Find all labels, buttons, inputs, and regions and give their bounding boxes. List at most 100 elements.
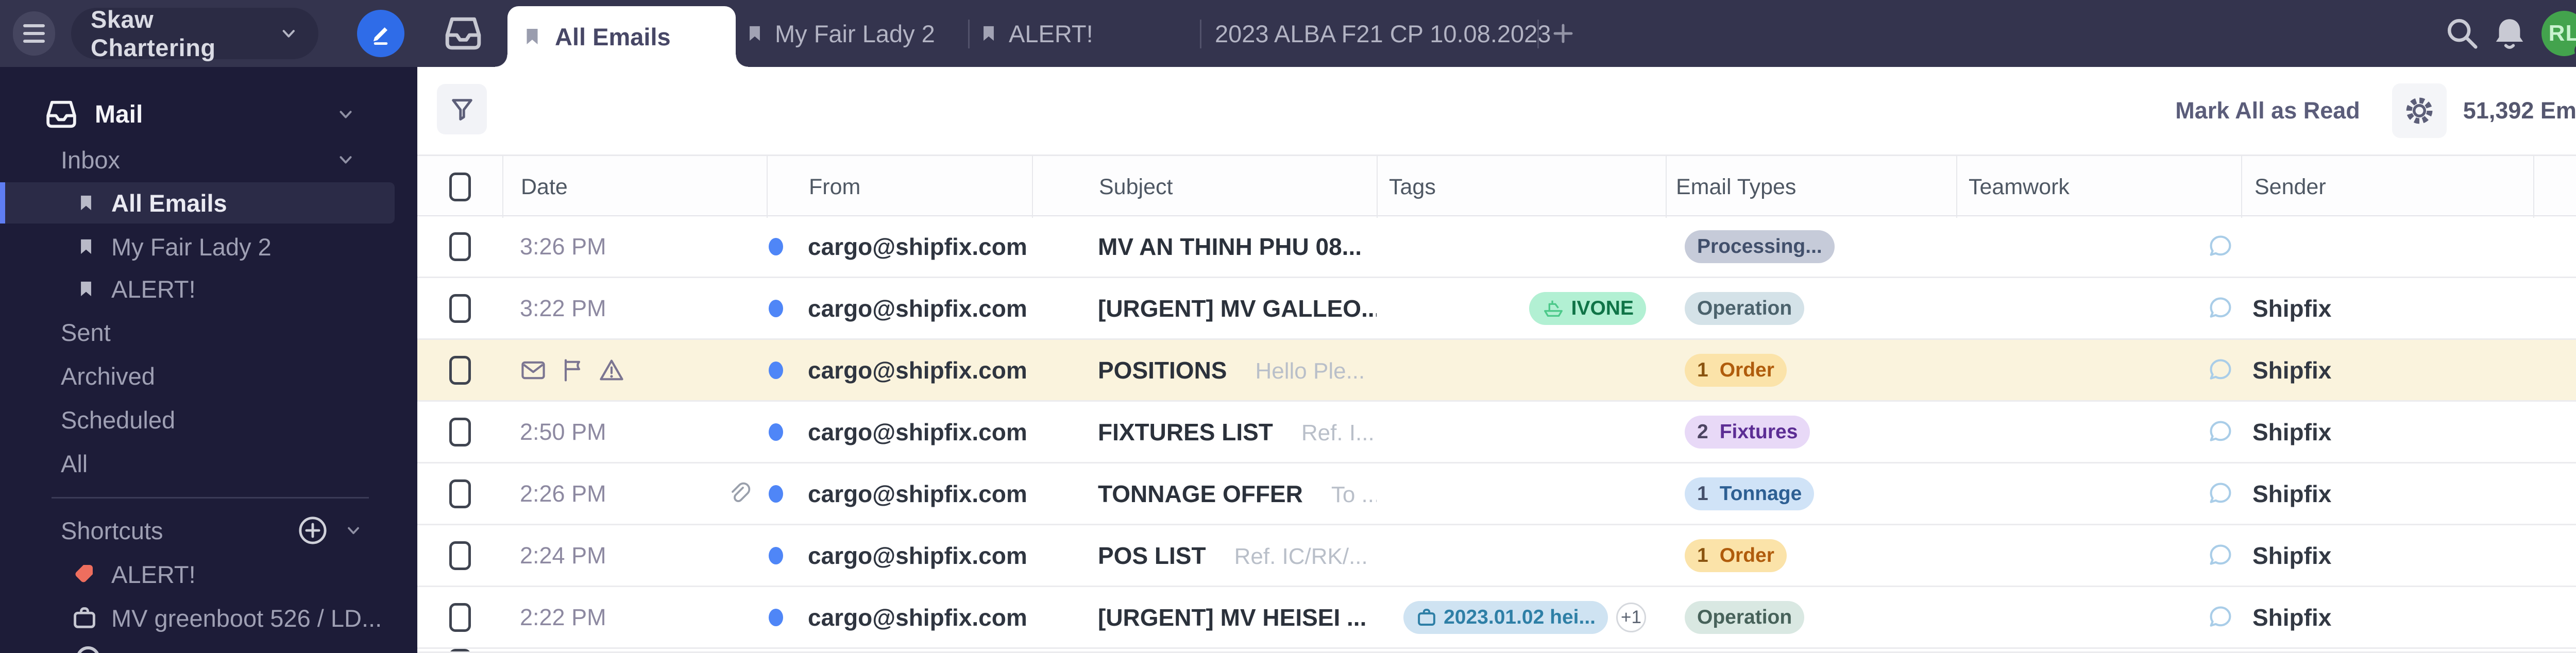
hamburger-menu-icon[interactable] xyxy=(13,11,55,56)
filter-button[interactable] xyxy=(437,84,487,134)
tab-all-emails[interactable]: All Emails xyxy=(495,6,748,67)
pencil-icon xyxy=(367,20,394,47)
email-sender: Shipfix xyxy=(2252,295,2332,322)
sidebar-item-scheduled[interactable]: Scheduled xyxy=(0,398,417,441)
compose-button[interactable] xyxy=(357,10,404,57)
email-row-partial[interactable] xyxy=(417,649,2576,653)
bookmark-icon xyxy=(77,278,95,300)
flag-icon[interactable] xyxy=(559,357,586,384)
email-sender: Shipfix xyxy=(2252,542,2332,569)
sidebar-item-all[interactable]: All xyxy=(0,442,417,485)
chat-bubble-icon[interactable] xyxy=(2207,295,2234,322)
sidebar-item-all-emails[interactable]: All Emails xyxy=(0,181,417,225)
sidebar-section-inbox[interactable]: Inbox xyxy=(0,138,417,181)
email-row[interactable]: 2:22 PM cargo@shipfix.com [URGENT] MV HE… xyxy=(417,587,2576,649)
email-row-highlighted[interactable]: cargo@shipfix.com POSITIONS Hello Ple...… xyxy=(417,340,2576,402)
email-from: cargo@shipfix.com xyxy=(808,356,1027,384)
row-checkbox[interactable] xyxy=(449,355,471,385)
email-type-pill[interactable]: 1 Order xyxy=(1685,353,1787,387)
email-type-pill[interactable]: 1 Order xyxy=(1685,539,1787,572)
tab-my-fair-lady-2[interactable]: My Fair Lady 2 xyxy=(746,0,935,67)
row-checkbox[interactable] xyxy=(449,603,471,632)
row-checkbox[interactable] xyxy=(449,232,471,261)
sidebar-item-sent[interactable]: Sent xyxy=(0,311,417,354)
email-row[interactable]: 3:26 PM cargo@shipfix.com MV AN THINH PH… xyxy=(417,216,2576,278)
column-header-email-types[interactable]: Email Types xyxy=(1666,156,1956,218)
chevron-down-icon[interactable] xyxy=(344,521,363,540)
email-type-pill[interactable]: Processing... xyxy=(1685,230,1835,263)
add-shortcut-icon[interactable] xyxy=(298,515,328,545)
sidebar-item-label: Sent xyxy=(61,318,111,346)
briefcase-icon xyxy=(71,605,98,631)
workspace-switcher[interactable]: Skaw Chartering xyxy=(71,6,318,61)
row-checkbox[interactable] xyxy=(449,417,471,446)
vessel-tag-pill[interactable]: IVONE xyxy=(1529,291,1646,325)
sidebar-item-my-fair-lady-2[interactable]: My Fair Lady 2 xyxy=(0,225,417,268)
email-type-pill[interactable]: Operation xyxy=(1685,291,1805,325)
column-header-date[interactable]: Date xyxy=(502,156,767,218)
chevron-down-icon[interactable] xyxy=(336,150,355,169)
sidebar-item-archived[interactable]: Archived xyxy=(0,354,417,398)
mark-all-as-read-button[interactable]: Mark All as Read xyxy=(2175,97,2360,124)
bell-icon[interactable] xyxy=(2492,15,2528,51)
column-header-from[interactable]: From xyxy=(767,156,1032,218)
chat-bubble-icon[interactable] xyxy=(2207,480,2234,507)
column-header-sender[interactable]: Sender xyxy=(2241,156,2533,218)
avatar-initials: RL xyxy=(2548,21,2576,46)
tab-alert[interactable]: ALERT! xyxy=(980,0,1093,67)
email-subject: TONNAGE OFFER xyxy=(1098,480,1303,507)
column-header-teamwork[interactable]: Teamwork xyxy=(1956,156,2241,218)
sidebar-item-label: ALERT! xyxy=(111,275,196,303)
bookmark-icon xyxy=(746,22,764,45)
email-sender: Shipfix xyxy=(2252,356,2332,384)
chat-bubble-icon[interactable] xyxy=(2207,542,2234,569)
row-checkbox[interactable] xyxy=(449,294,471,323)
email-type-pill[interactable]: Operation xyxy=(1685,600,1805,634)
row-checkbox[interactable] xyxy=(449,649,471,651)
avatar[interactable]: RL xyxy=(2541,11,2576,58)
sidebar-section-shortcuts[interactable]: Shortcuts xyxy=(0,509,417,552)
row-checkbox[interactable] xyxy=(449,479,471,508)
bookmark-icon xyxy=(980,22,997,45)
select-all-checkbox[interactable] xyxy=(449,173,471,201)
chat-bubble-icon[interactable] xyxy=(2207,419,2234,445)
warning-icon[interactable] xyxy=(598,357,625,384)
email-time: 2:50 PM xyxy=(520,418,606,445)
chat-bubble-icon[interactable] xyxy=(2207,357,2234,384)
email-time: 3:26 PM xyxy=(520,233,606,260)
sidebar-section-mail[interactable]: Mail xyxy=(0,93,417,136)
tab-menu-icon[interactable] xyxy=(710,24,720,49)
envelope-icon[interactable] xyxy=(520,357,547,384)
section-label: Shortcuts xyxy=(61,517,163,544)
column-header-subject[interactable]: Subject xyxy=(1032,156,1377,218)
search-icon[interactable] xyxy=(2444,15,2480,51)
email-row[interactable]: 2:50 PM cargo@shipfix.com FIXTURES LIST … xyxy=(417,402,2576,463)
tab-label: ALERT! xyxy=(1009,20,1093,47)
shortcut-item-alert[interactable]: ALERT! xyxy=(0,553,417,596)
settings-button[interactable] xyxy=(2392,83,2447,138)
inbox-tray-icon[interactable] xyxy=(444,14,482,53)
email-preview: Ref. I... xyxy=(1301,420,1375,445)
unread-dot xyxy=(769,546,783,564)
column-header-tags[interactable]: Tags xyxy=(1377,156,1666,218)
email-preview: To ... xyxy=(1331,482,1377,507)
email-type-pill[interactable]: 1 Tonnage xyxy=(1685,477,1815,510)
sidebar-divider xyxy=(52,497,369,499)
chat-bubble-icon[interactable] xyxy=(2207,604,2234,631)
email-row[interactable]: 2:26 PM cargo@shipfix.com TONNAGE OFFER … xyxy=(417,463,2576,525)
tab-2023-alba[interactable]: 2023 ALBA F21 CP 10.08.2023 xyxy=(1215,0,1551,67)
email-sender: Shipfix xyxy=(2252,480,2332,507)
email-type-pill[interactable]: 2 Fixtures xyxy=(1685,415,1810,449)
chat-bubble-icon[interactable] xyxy=(2207,233,2234,260)
bookmark-icon xyxy=(523,25,541,48)
shortcut-item-mv-greenboot[interactable]: MV greenboot 526 / LD... xyxy=(0,596,417,640)
email-row[interactable]: 2:24 PM cargo@shipfix.com POS LIST Ref. … xyxy=(417,525,2576,587)
row-checkbox[interactable] xyxy=(449,541,471,570)
email-tag-pill[interactable]: 2023.01.02 hei... xyxy=(1403,600,1608,634)
more-tags-badge[interactable]: +1 xyxy=(1616,602,1646,632)
add-tab-icon[interactable] xyxy=(1551,21,1575,46)
partial-shortcut-icon xyxy=(76,646,100,653)
sidebar-item-alert[interactable]: ALERT! xyxy=(0,267,417,311)
email-row[interactable]: 3:22 PM cargo@shipfix.com [URGENT] MV GA… xyxy=(417,278,2576,340)
chevron-down-icon[interactable] xyxy=(336,105,355,124)
